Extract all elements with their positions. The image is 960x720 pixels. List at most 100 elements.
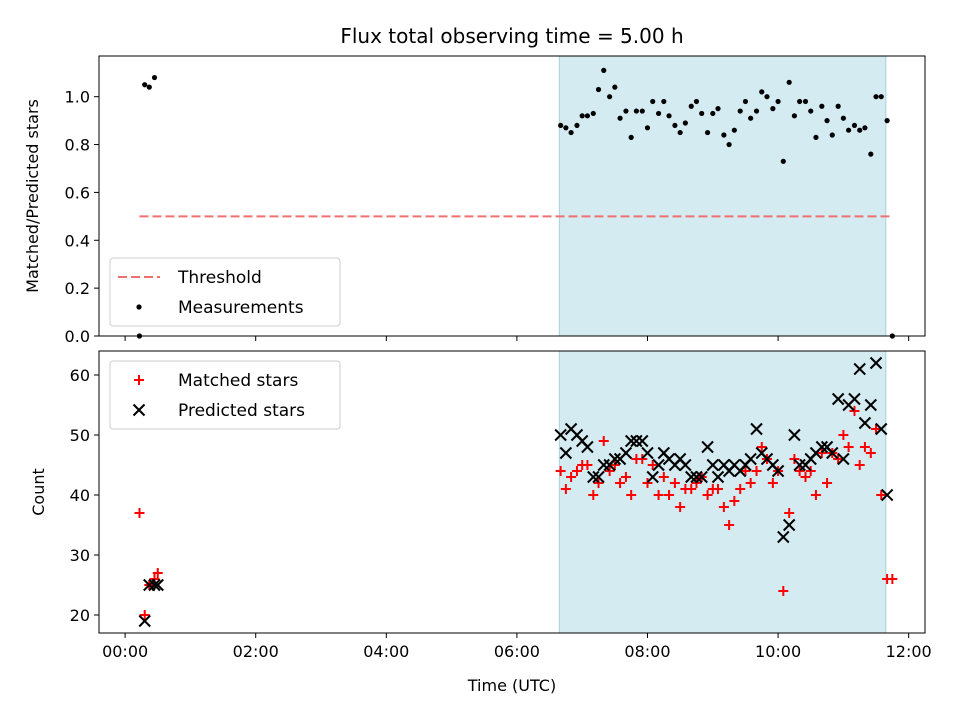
point-dot-60 xyxy=(862,125,868,131)
point-plus-66 xyxy=(887,574,898,584)
point-dot-23 xyxy=(661,98,667,105)
point-plus-12 xyxy=(593,478,604,488)
y-tick-label: 0.4 xyxy=(65,231,90,250)
point-plus-64 xyxy=(876,490,887,500)
chart-title: Flux total observing time = 5.00 h xyxy=(340,24,683,48)
point-dot-43 xyxy=(770,106,776,112)
ratio-legend: Threshold Measurements xyxy=(109,257,341,327)
ratio-axes-frame xyxy=(98,55,926,337)
point-x-40 xyxy=(750,422,763,436)
point-dot-54 xyxy=(829,132,835,138)
point-x-45 xyxy=(777,530,790,544)
point-dot-35 xyxy=(726,141,732,148)
point-dot-10 xyxy=(590,110,596,117)
point-plus-57 xyxy=(838,430,849,440)
point-dot-4 xyxy=(558,122,564,129)
point-dot-11 xyxy=(595,86,602,93)
point-x-59 xyxy=(853,362,866,376)
point-plus-15 xyxy=(609,460,620,470)
point-dot-41 xyxy=(759,89,765,95)
point-plus-11 xyxy=(588,490,599,500)
point-x-9 xyxy=(581,440,594,454)
point-plus-58 xyxy=(843,442,854,452)
point-plus-26 xyxy=(669,478,680,488)
point-dot-42 xyxy=(764,94,770,100)
counts-y-axis-label: Count xyxy=(29,468,48,516)
point-dot-12 xyxy=(601,67,607,73)
point-dot-53 xyxy=(824,118,830,124)
point-x-3 xyxy=(151,578,164,592)
point-plus-16 xyxy=(615,478,626,488)
ratio-x-ticks xyxy=(124,336,910,341)
point-plus-8 xyxy=(571,466,582,476)
point-plus-5 xyxy=(555,466,566,476)
count-points xyxy=(134,356,898,628)
point-plus-44 xyxy=(767,478,778,488)
point-dot-7 xyxy=(574,122,580,129)
point-plus-62 xyxy=(865,448,876,458)
legend-label: Measurements xyxy=(178,298,304,318)
point-dot-20 xyxy=(644,125,651,131)
point-plus-25 xyxy=(664,490,675,500)
point-x-33 xyxy=(711,470,725,484)
point-x-60 xyxy=(858,416,872,430)
point-dot-3 xyxy=(151,74,158,81)
point-x-0 xyxy=(138,614,151,628)
counts-y-ticks: 20 30 40 50 60 xyxy=(70,366,99,625)
point-plus-41 xyxy=(751,466,762,476)
point-plus-46 xyxy=(778,586,789,596)
point-plus-14 xyxy=(604,466,615,476)
point-plus-42 xyxy=(756,442,767,452)
point-dot-34 xyxy=(721,132,727,138)
point-dot-27 xyxy=(682,120,688,126)
point-plus-61 xyxy=(859,442,870,452)
y-tick-label: 0.0 xyxy=(65,327,90,346)
point-dot-50 xyxy=(808,108,814,114)
point-plus-52 xyxy=(810,490,821,500)
x-axis-label: Time (UTC) xyxy=(467,676,556,695)
x-tick-label: 00:00 xyxy=(102,642,148,661)
point-dot-36 xyxy=(731,127,737,133)
point-dot-64 xyxy=(884,118,890,124)
point-x-20 xyxy=(641,446,654,460)
point-dot-6 xyxy=(568,129,574,136)
x-tick-label: 06:00 xyxy=(494,642,540,661)
point-plus-51 xyxy=(805,466,816,476)
point-x-32 xyxy=(706,458,719,472)
point-x-46 xyxy=(782,518,796,532)
point-plus-35 xyxy=(718,502,729,512)
point-plus-54 xyxy=(822,478,833,488)
y-tick-label: 0.8 xyxy=(65,136,90,155)
measurement-points xyxy=(136,67,895,339)
point-x-5 xyxy=(559,446,573,460)
point-x-22 xyxy=(652,458,665,472)
point-x-12 xyxy=(597,458,610,472)
point-dot-1 xyxy=(142,82,148,88)
y-tick-label: 0.6 xyxy=(65,183,90,202)
point-dot-17 xyxy=(628,134,634,140)
legend-plus-swatch xyxy=(134,375,144,385)
point-plus-23 xyxy=(653,490,664,500)
point-plus-63 xyxy=(871,424,882,434)
point-x-31 xyxy=(701,440,714,454)
point-plus-47 xyxy=(784,508,795,518)
point-x-54 xyxy=(826,446,839,460)
point-x-63 xyxy=(875,422,888,436)
point-x-29 xyxy=(690,470,703,484)
point-dot-13 xyxy=(607,94,613,100)
point-x-56 xyxy=(837,452,850,466)
point-dot-15 xyxy=(617,115,623,121)
point-dot-63 xyxy=(878,94,884,100)
y-tick-label: 20 xyxy=(70,606,90,625)
point-x-17 xyxy=(624,434,638,448)
x-tick-label: 12:00 xyxy=(886,642,932,661)
point-dot-9 xyxy=(584,113,591,119)
point-dot-29 xyxy=(693,98,700,105)
point-dot-32 xyxy=(710,110,716,117)
point-plus-6 xyxy=(560,484,571,494)
legend-dot-swatch xyxy=(136,304,142,310)
point-dot-57 xyxy=(846,127,852,133)
point-dot-16 xyxy=(623,108,629,114)
point-dot-58 xyxy=(851,122,858,129)
